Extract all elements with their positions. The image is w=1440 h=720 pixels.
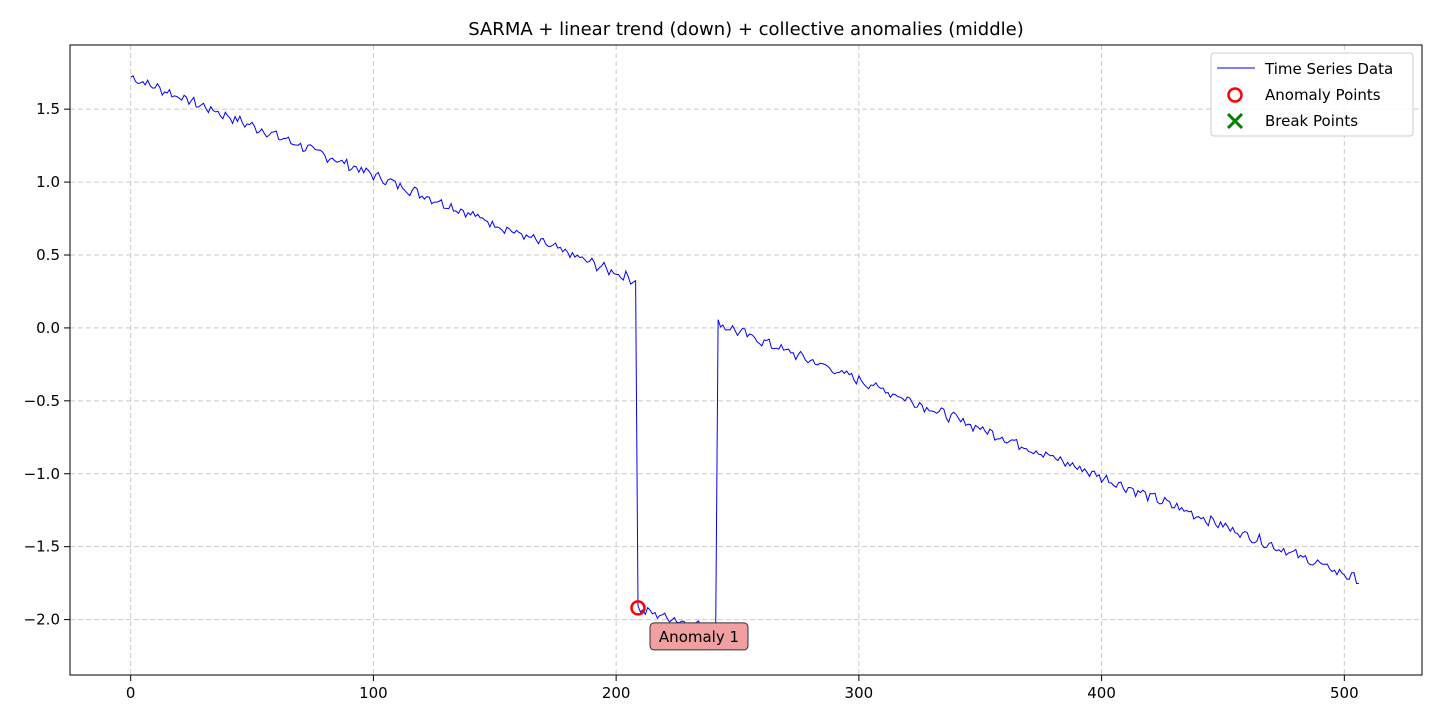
y-tick-label: 0.5 xyxy=(36,246,60,264)
x-tick-label: 200 xyxy=(602,684,631,702)
x-tick-label: 100 xyxy=(359,684,388,702)
series-line-time-series-data xyxy=(130,75,1359,635)
legend-label-break: Break Points xyxy=(1265,112,1358,130)
y-tick-label: 0.0 xyxy=(36,319,60,337)
legend-x-marker xyxy=(1226,112,1244,130)
legend-label-series: Time Series Data xyxy=(1264,60,1393,78)
legend-box xyxy=(1210,52,1414,137)
grid xyxy=(70,45,1422,675)
annotation-box xyxy=(649,622,749,651)
y-tick-label: −1.5 xyxy=(24,538,60,556)
y-tick-label: −0.5 xyxy=(24,392,60,410)
legend-circle-marker xyxy=(1227,87,1243,103)
series-layer xyxy=(130,75,1359,635)
x-tick-label: 300 xyxy=(845,684,874,702)
chart-title: SARMA + linear trend (down) + collective… xyxy=(468,19,1024,40)
annotation-layer: Anomaly 1 xyxy=(630,600,749,651)
axes: 0 100 200 300 400 500 −2.0 −1.5 −1.0 −0.5 0.0 0.5 1.… xyxy=(24,44,1423,702)
y-tick-label: 1.5 xyxy=(36,100,60,118)
anomaly-point-marker xyxy=(630,600,646,616)
y-tick-label: 1.0 xyxy=(36,173,60,191)
x-tick-label: 0 xyxy=(126,684,136,702)
legend-label-anomaly: Anomaly Points xyxy=(1265,86,1381,104)
x-tick-label: 500 xyxy=(1330,684,1359,702)
plot-frame xyxy=(69,44,1423,676)
y-tick-label: −2.0 xyxy=(24,611,60,629)
legend: Time Series Data Anomaly Points Break Po… xyxy=(1210,52,1414,137)
y-tick-label: −1.0 xyxy=(24,465,60,483)
x-tick-label: 400 xyxy=(1087,684,1116,702)
annotation-label: Anomaly 1 xyxy=(659,628,739,646)
